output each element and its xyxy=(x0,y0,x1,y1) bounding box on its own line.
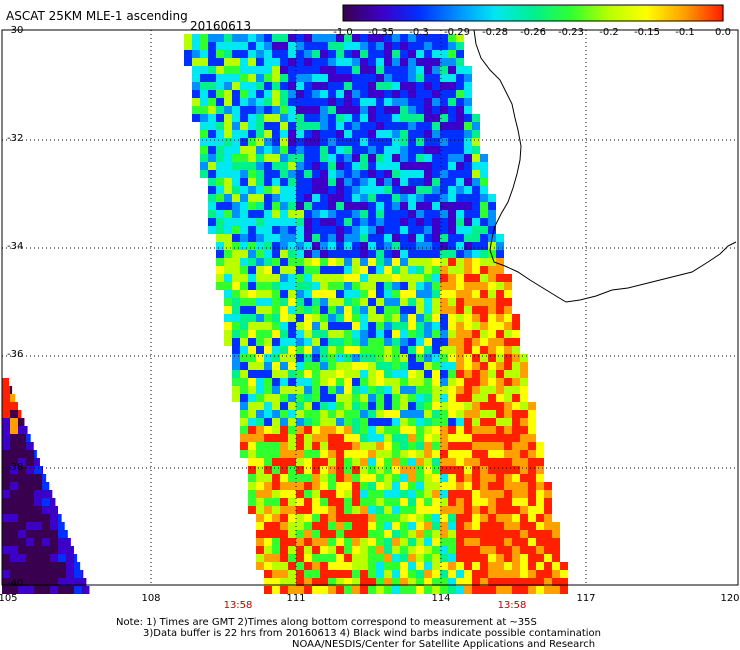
note-line-2: 3)Data buffer is 22 hrs from 20160613 4)… xyxy=(143,628,601,639)
note-line-1: Note: 1) Times are GMT 2)Times along bot… xyxy=(116,617,537,628)
colorbar-label: -0.23 xyxy=(558,27,584,38)
colorbar-label: -1.0 xyxy=(333,27,353,38)
colorbar-label: -0.1 xyxy=(675,27,695,38)
coastline-australia xyxy=(473,29,737,303)
lon-label-117: 117 xyxy=(576,593,596,604)
lat-label-40: -40 xyxy=(7,578,24,589)
lon-label-105: 105 xyxy=(0,593,18,604)
swath-time-left: 13:58 xyxy=(223,600,253,611)
lon-label-120: 120 xyxy=(720,593,740,604)
colorbar-label: -0.3 xyxy=(409,27,429,38)
swath-time-right: 13:58 xyxy=(497,600,527,611)
colorbar-label: -0.2 xyxy=(599,27,619,38)
colorbar-label: 0.0 xyxy=(715,27,731,38)
lon-label-114: 114 xyxy=(431,593,451,604)
lon-label-111: 111 xyxy=(286,593,306,604)
data-swath-main xyxy=(184,34,568,594)
lat-label-36: -36 xyxy=(7,349,24,360)
lat-lon-grid xyxy=(2,30,738,585)
lat-label-38: -38 xyxy=(7,462,24,473)
lat-label-32: -32 xyxy=(7,133,24,144)
colorbar-label: -0.29 xyxy=(444,27,470,38)
map-title: ASCAT 25KM MLE-1 ascending xyxy=(6,9,188,23)
data-swath-west xyxy=(2,378,90,594)
colorbar xyxy=(342,4,724,22)
colorbar-label: -0.15 xyxy=(634,27,660,38)
colorbar-label: -0.35 xyxy=(368,27,394,38)
lat-label-30: -30 xyxy=(7,25,24,36)
map-frame xyxy=(1,29,739,586)
colorbar-label: -0.28 xyxy=(482,27,508,38)
lat-label-34: -34 xyxy=(7,241,24,252)
note-line-3: NOAA/NESDIS/Center for Satellite Applica… xyxy=(292,639,596,650)
lon-label-108: 108 xyxy=(141,593,161,604)
colorbar-label: -0.26 xyxy=(520,27,546,38)
